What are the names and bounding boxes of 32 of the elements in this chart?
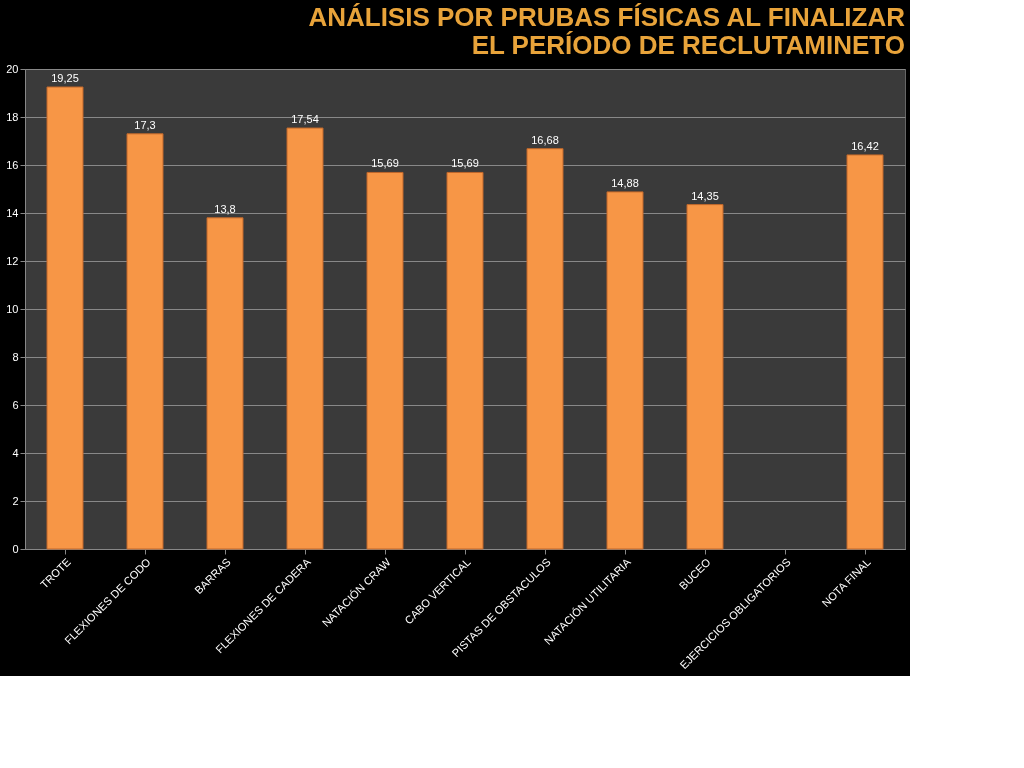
- data-label: 16,42: [851, 139, 879, 152]
- y-tick-label: 14: [6, 206, 19, 219]
- data-label: 15,69: [451, 157, 479, 170]
- data-label: 17,3: [134, 118, 156, 131]
- bar: [286, 127, 324, 550]
- data-label: 17,54: [291, 113, 319, 126]
- bar: [526, 148, 564, 550]
- y-tick-label: 6: [12, 398, 19, 411]
- bar: [126, 133, 164, 550]
- y-tick-label: 18: [6, 110, 19, 123]
- data-label: 16,68: [531, 133, 559, 146]
- bar: [606, 191, 644, 550]
- data-label: 19,25: [51, 72, 79, 84]
- y-tick-label: 0: [12, 542, 19, 555]
- y-tick-label: 8: [12, 350, 19, 363]
- y-tick-label: 16: [6, 158, 19, 171]
- chart-title: ANÁLISIS POR PRUBAS FÍSICAS AL FINALIZAR EL PERÍODO DE RECLUTAMINETO: [308, 2, 906, 60]
- bar: [206, 217, 244, 550]
- bar: [446, 171, 484, 550]
- y-tick-label: 20: [6, 62, 19, 75]
- data-label: 13,8: [214, 202, 236, 215]
- y-tick-label: 12: [6, 254, 19, 267]
- data-label: 15,69: [371, 157, 399, 170]
- bar: [846, 154, 884, 550]
- y-tick-label: 4: [12, 446, 19, 459]
- y-tick-label: 2: [12, 494, 19, 507]
- bar: [46, 86, 84, 550]
- data-label: 14,35: [691, 189, 719, 202]
- data-label: 14,88: [611, 176, 639, 189]
- bar: [366, 171, 404, 550]
- bar: [686, 204, 724, 550]
- y-tick-label: 10: [6, 302, 19, 315]
